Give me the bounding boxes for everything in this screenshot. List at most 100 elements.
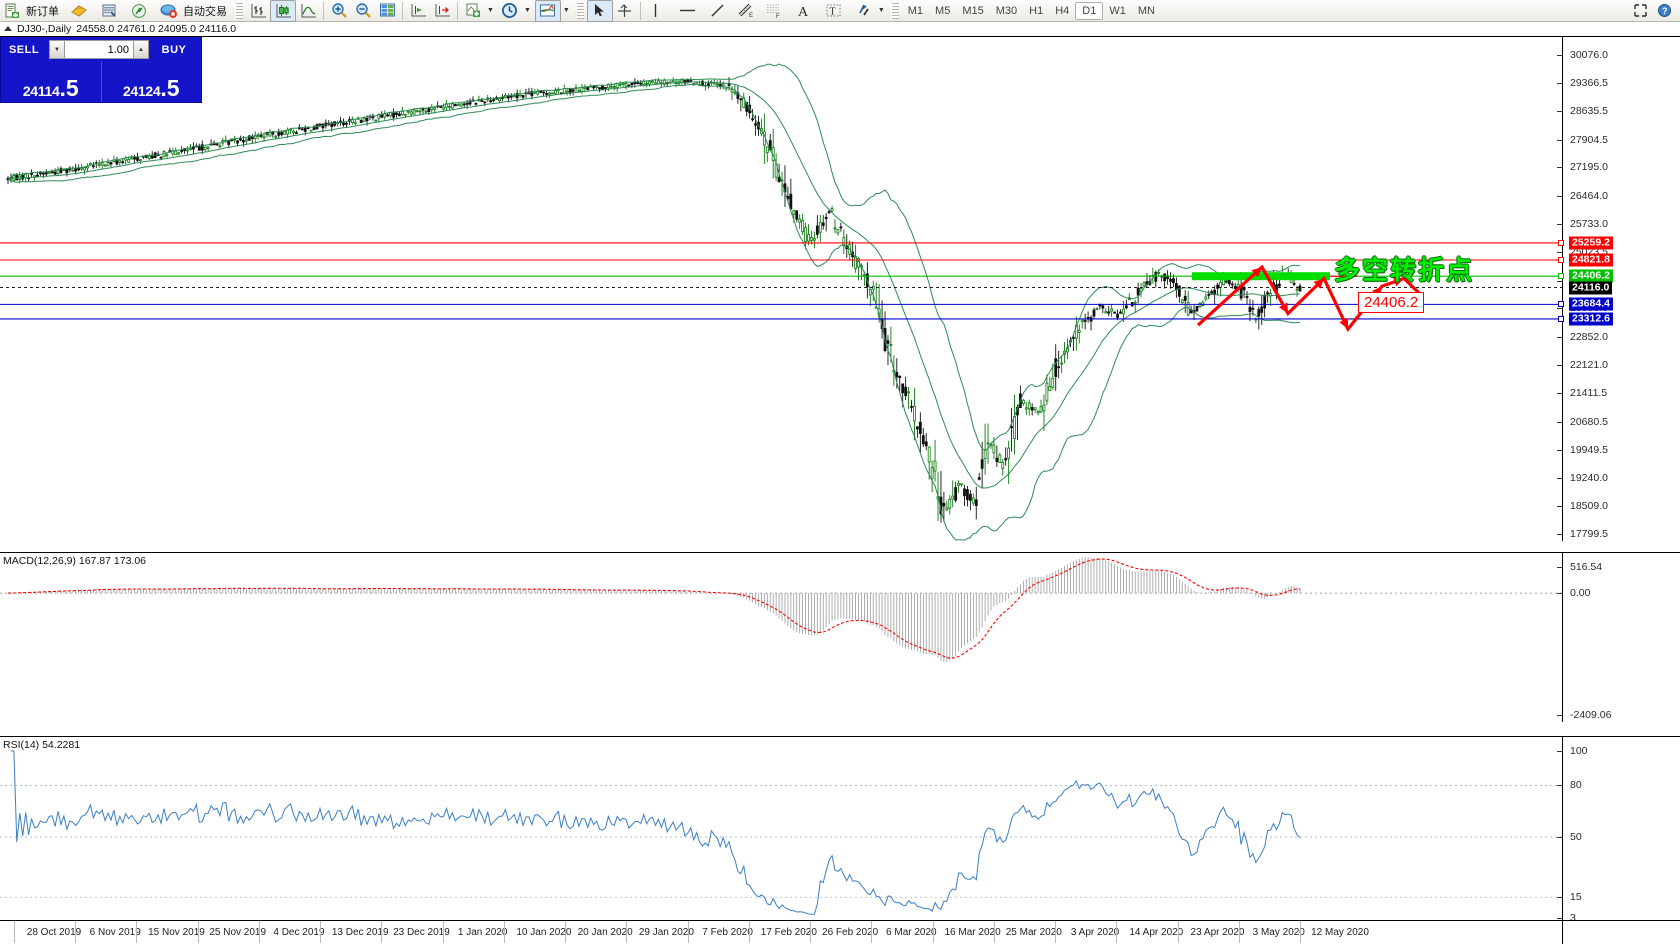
text-label-icon[interactable]: T bbox=[822, 1, 846, 21]
candlestick-chart-icon[interactable] bbox=[270, 0, 296, 22]
buy-price[interactable]: 24124 .5 bbox=[102, 62, 202, 102]
date-axis-label: 4 Dec 2019 bbox=[273, 927, 325, 938]
price-tick bbox=[1557, 477, 1562, 479]
data-window-icon[interactable] bbox=[375, 1, 399, 21]
price-tick bbox=[1557, 393, 1562, 395]
auto-trading-icon[interactable] bbox=[157, 1, 181, 21]
order-panel-prices: 24114 .5 24124 .5 bbox=[1, 62, 201, 102]
add-indicator-caret-icon[interactable]: ▼ bbox=[487, 7, 494, 14]
price-level-handle[interactable] bbox=[1558, 239, 1564, 246]
sell-price[interactable]: 24114 .5 bbox=[1, 62, 102, 102]
period-icon[interactable] bbox=[498, 1, 522, 21]
fibonacci-retracement-icon[interactable]: F bbox=[762, 1, 786, 21]
price-tick bbox=[1557, 139, 1562, 141]
price-tick bbox=[1557, 534, 1562, 535]
macd-tick bbox=[1557, 715, 1562, 716]
zoom-in-icon[interactable] bbox=[327, 1, 351, 21]
price-tick bbox=[1557, 280, 1562, 282]
add-indicator-icon[interactable] bbox=[461, 1, 485, 21]
crosshair-icon[interactable] bbox=[613, 1, 637, 21]
expert-advisor-icon[interactable] bbox=[67, 1, 91, 21]
chart-collapse-icon[interactable] bbox=[4, 26, 12, 31]
price-plot[interactable] bbox=[0, 37, 1562, 542]
price-tick bbox=[1557, 308, 1562, 310]
timeframe-d1[interactable]: D1 bbox=[1075, 1, 1104, 20]
macd-axis-label: 0.00 bbox=[1570, 587, 1591, 600]
arrows-icon[interactable] bbox=[852, 1, 876, 21]
rsi-plot[interactable] bbox=[0, 737, 1562, 945]
price-level-chip[interactable]: 23684.4 bbox=[1569, 297, 1613, 311]
equidistant-channel-icon[interactable]: E bbox=[734, 1, 758, 21]
period-caret-icon[interactable]: ▼ bbox=[523, 7, 531, 14]
price-level-chip[interactable]: 25259.2 bbox=[1569, 236, 1613, 250]
price-level-chip[interactable]: 24821.8 bbox=[1569, 253, 1613, 267]
date-axis-label: 28 Oct 2019 bbox=[26, 927, 82, 938]
horizontal-line-icon[interactable] bbox=[676, 1, 700, 21]
price-level-chip[interactable]: 24116.0 bbox=[1569, 281, 1613, 295]
vertical-line-icon[interactable] bbox=[644, 1, 668, 21]
cursor-icon[interactable] bbox=[586, 0, 613, 22]
arrows-caret-icon[interactable]: ▼ bbox=[877, 7, 885, 14]
help-icon[interactable]: ? bbox=[1652, 1, 1676, 21]
price-level-chip[interactable]: 23312.6 bbox=[1569, 312, 1613, 326]
sell-price-frac: .5 bbox=[59, 75, 79, 102]
trend-line-icon[interactable] bbox=[706, 1, 730, 21]
navigator-icon[interactable] bbox=[127, 1, 151, 21]
macd-pane[interactable]: MACD(12,26,9) 167.87 173.06 516.54 0.00 -2… bbox=[0, 552, 1680, 722]
timeframe-m30[interactable]: M30 bbox=[995, 4, 1018, 17]
text-tool-icon[interactable]: A bbox=[792, 1, 816, 21]
chart-area[interactable]: 30076.0 29366.5 28635.5 27904.5 27195.0 26464… bbox=[0, 36, 1680, 944]
price-level-chip[interactable]: 24406.2 bbox=[1569, 269, 1613, 283]
date-tick bbox=[14, 921, 15, 943]
timeframe-m5[interactable]: M5 bbox=[935, 4, 951, 17]
toolbar-grip-1[interactable] bbox=[235, 2, 243, 19]
date-tick bbox=[75, 921, 77, 943]
chart-ohlc-label: 24558.0 24761.0 24095.0 24116.0 bbox=[76, 22, 237, 35]
line-chart-icon[interactable] bbox=[296, 1, 320, 21]
toolbar-grip-3[interactable] bbox=[890, 2, 899, 19]
sell-button-label[interactable]: SELL bbox=[8, 43, 40, 56]
new-order-label[interactable]: 新订单 bbox=[26, 5, 59, 18]
price-level-handle[interactable] bbox=[1558, 257, 1564, 263]
date-axis-label: 16 Mar 2020 bbox=[944, 927, 1001, 938]
volume-decrease-icon[interactable]: ▼ bbox=[49, 40, 65, 59]
timeframe-w1[interactable]: W1 bbox=[1109, 4, 1126, 17]
toolbar-grip-2[interactable] bbox=[575, 2, 584, 19]
price-axis-label: 18509.0 bbox=[1570, 500, 1608, 513]
auto-trading-label[interactable]: 自动交易 bbox=[183, 5, 227, 18]
date-tick bbox=[687, 921, 689, 943]
svg-text:F: F bbox=[776, 14, 780, 19]
price-pane[interactable]: 30076.0 29366.5 28635.5 27904.5 27195.0 26464… bbox=[0, 36, 1680, 541]
price-level-handle[interactable] bbox=[1558, 273, 1564, 280]
date-axis[interactable]: 28 Oct 2019 6 Nov 2019 15 Nov 2019 25 Nov 2… bbox=[0, 920, 1680, 943]
rsi-pane[interactable]: RSI(14) 54.2281 100 80 50 15 3 bbox=[0, 736, 1680, 944]
market-watch-icon[interactable] bbox=[97, 1, 121, 21]
timeframe-m1[interactable]: M1 bbox=[907, 4, 924, 17]
fullscreen-icon[interactable] bbox=[1628, 1, 1652, 21]
timeframe-m15[interactable]: M15 bbox=[962, 4, 984, 17]
zoom-out-icon[interactable] bbox=[351, 1, 375, 21]
templates-caret-icon[interactable]: ▼ bbox=[562, 7, 570, 14]
timeframe-h4[interactable]: H4 bbox=[1055, 4, 1070, 17]
chart-shift-icon[interactable] bbox=[430, 1, 454, 21]
timeframe-h1[interactable]: H1 bbox=[1029, 4, 1044, 17]
timeframe-mn[interactable]: MN bbox=[1137, 4, 1155, 17]
price-axis-label: 25733.0 bbox=[1570, 218, 1608, 231]
rsi-tick bbox=[1557, 785, 1562, 787]
auto-scroll-icon[interactable] bbox=[406, 1, 430, 21]
price-level-handle[interactable] bbox=[1558, 315, 1564, 322]
one-click-trading-panel[interactable]: SELL ▼ 1.00 ▲ BUY 24114 .5 24124 .5 bbox=[0, 36, 202, 103]
new-order-icon[interactable] bbox=[0, 1, 24, 21]
bar-chart-icon[interactable] bbox=[246, 1, 270, 21]
date-tick bbox=[258, 921, 260, 943]
templates-icon[interactable] bbox=[534, 0, 561, 22]
price-level-handle[interactable] bbox=[1558, 301, 1564, 308]
volume-stepper[interactable]: ▼ 1.00 ▲ bbox=[49, 40, 149, 59]
date-tick bbox=[1300, 921, 1301, 943]
price-axis-label: 22852.0 bbox=[1570, 330, 1608, 343]
macd-plot[interactable] bbox=[0, 553, 1562, 723]
volume-increase-icon[interactable]: ▲ bbox=[133, 40, 149, 59]
volume-input[interactable]: 1.00 bbox=[65, 40, 133, 59]
rsi-tick bbox=[1557, 917, 1562, 919]
buy-button-label[interactable]: BUY bbox=[161, 43, 187, 56]
